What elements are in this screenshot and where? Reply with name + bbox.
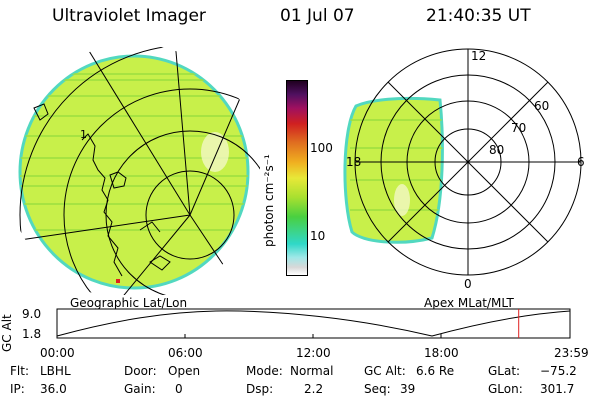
date-label: 01 Jul 07 bbox=[280, 6, 355, 26]
door-label: Door: bbox=[124, 364, 157, 378]
filter-value: LBHL bbox=[40, 364, 71, 378]
auroral-image-mag bbox=[343, 96, 444, 244]
colorbar bbox=[286, 80, 308, 276]
door-value: Open bbox=[168, 364, 201, 378]
mlt-label-left: 18 bbox=[346, 155, 361, 169]
orbit-xtick-0: 00:00 bbox=[40, 346, 75, 360]
coastlines bbox=[33, 103, 171, 277]
time-label: 21:40:35 UT bbox=[426, 6, 531, 26]
filter-label: Flt: bbox=[10, 364, 29, 378]
orbit-ticks bbox=[56, 334, 571, 338]
mlt-label-top: 12 bbox=[471, 49, 486, 63]
ip-value: 36.0 bbox=[40, 382, 67, 396]
mode-value: Normal bbox=[290, 364, 334, 378]
ip-label: IP: bbox=[10, 382, 25, 396]
seq-value: 39 bbox=[400, 382, 416, 396]
gain-label: Gain: bbox=[124, 382, 156, 396]
orbit-xtick-4: 23:59 bbox=[554, 346, 589, 360]
glat-label: GLat: bbox=[488, 364, 521, 378]
bright-patch bbox=[201, 132, 229, 172]
glat-value: −75.2 bbox=[540, 364, 577, 378]
geo-caption: Geographic Lat/Lon bbox=[70, 296, 188, 310]
altitude-curve bbox=[56, 310, 571, 337]
orbit-plot bbox=[56, 308, 571, 339]
dsp-label: Dsp: bbox=[246, 382, 274, 396]
mlt-label-bottom: 0 bbox=[464, 277, 472, 291]
auroral-image-geo bbox=[18, 54, 250, 290]
colorbar-tick-100: 100 bbox=[310, 141, 333, 155]
glon-value: 301.7 bbox=[540, 382, 575, 396]
geographic-map: 1 bbox=[18, 44, 260, 295]
instrument-title: Ultraviolet Imager bbox=[52, 6, 206, 26]
gc-alt-label: GC Alt: bbox=[364, 364, 406, 378]
mode-label: Mode: bbox=[246, 364, 283, 378]
mag-caption: Apex MLat/MLT bbox=[424, 296, 514, 310]
colorbar-tick-10: 10 bbox=[310, 229, 326, 243]
colorbar-unit-label: photon cm⁻²s⁻¹ bbox=[262, 154, 276, 247]
map-marker-label: 1 bbox=[80, 128, 87, 141]
orbit-xtick-2: 12:00 bbox=[296, 346, 331, 360]
lat-label-60: 60 bbox=[534, 99, 549, 113]
orbit-xtick-1: 06:00 bbox=[168, 346, 203, 360]
magnetic-polar-plot: 12 6 0 18 60 70 80 bbox=[343, 48, 585, 291]
dsp-value: 2.2 bbox=[304, 382, 324, 396]
orbit-xtick-3: 18:00 bbox=[424, 346, 459, 360]
orbit-ymin: 1.8 bbox=[22, 327, 42, 341]
seq-label: Seq: bbox=[364, 382, 391, 396]
glon-label: GLon: bbox=[488, 382, 523, 396]
gain-value: 0 bbox=[175, 382, 183, 396]
mlt-label-right: 6 bbox=[577, 155, 585, 169]
orbit-ylabel: GC Alt bbox=[0, 314, 14, 352]
orbit-ymax: 9.0 bbox=[22, 307, 42, 321]
lat-label-70: 70 bbox=[511, 121, 526, 135]
sub-satellite-point bbox=[116, 279, 120, 283]
orbit-frame bbox=[56, 308, 571, 339]
gc-alt-value: 6.6 Re bbox=[416, 364, 455, 378]
lat-label-80: 80 bbox=[489, 143, 504, 157]
polar-grid bbox=[354, 48, 582, 276]
